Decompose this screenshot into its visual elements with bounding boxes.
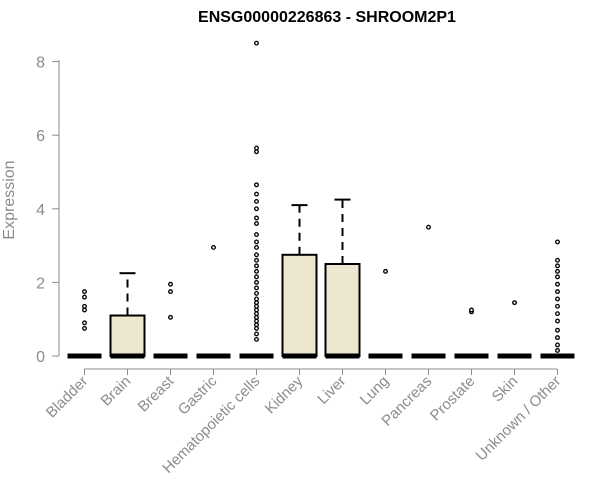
outlier-point: [383, 268, 388, 274]
y-tick-label: 6: [36, 128, 45, 145]
outlier-point: [555, 348, 560, 353]
box-group: [239, 40, 274, 359]
outlier-point: [555, 274, 560, 280]
outlier-point: [254, 336, 259, 342]
y-tick-label: 0: [36, 349, 45, 366]
x-tick-label: Skin: [489, 373, 522, 406]
outlier-point: [211, 244, 216, 250]
x-tick-label: Bladder: [43, 373, 92, 422]
box-group: [497, 300, 532, 359]
outlier-point: [254, 244, 259, 250]
y-axis-label: Expression: [1, 160, 18, 239]
outlier-point: [254, 331, 259, 337]
outlier-point: [82, 294, 87, 300]
outlier-point: [254, 296, 259, 302]
box-group: [324, 198, 361, 359]
outlier-point: [555, 335, 560, 341]
outlier-point: [555, 263, 560, 269]
box-group: [540, 239, 575, 359]
outlier-point: [254, 263, 259, 269]
outlier-point: [82, 320, 87, 326]
x-tick-label: Kidney: [262, 372, 307, 417]
x-tick-label: Breast: [135, 372, 178, 415]
outlier-point: [254, 206, 259, 212]
outlier-point: [555, 311, 560, 317]
outlier-point: [254, 279, 259, 285]
box-group: [411, 224, 446, 359]
outlier-point: [82, 303, 87, 309]
outlier-point: [168, 281, 173, 287]
outlier-point: [82, 325, 87, 331]
outlier-point: [254, 290, 259, 296]
box-group: [196, 244, 231, 359]
outlier-point: [555, 342, 560, 348]
chart-title: ENSG00000226863 - SHROOM2P1: [198, 9, 456, 26]
x-tick-label: Lung: [357, 373, 393, 409]
outlier-point: [254, 232, 259, 238]
x-tick-label: Brain: [98, 373, 135, 410]
outlier-point: [254, 215, 259, 221]
outlier-point: [254, 252, 259, 258]
outlier-point: [254, 239, 259, 245]
box: [281, 253, 318, 357]
box-group: [153, 281, 188, 359]
x-tick-label: Liver: [314, 373, 349, 408]
outlier-point: [168, 289, 173, 295]
outlier-point: [254, 198, 259, 204]
outlier-point: [555, 303, 560, 309]
outlier-point: [254, 274, 259, 280]
outlier-point: [254, 40, 259, 46]
y-ticks: 0 2 4 6 8: [36, 55, 59, 366]
outlier-point: [168, 314, 173, 320]
x-tick-label: Prostate: [427, 373, 479, 425]
outlier-point: [254, 191, 259, 197]
outlier-point: [555, 239, 560, 245]
box-group: [109, 272, 146, 359]
box-group: [368, 268, 403, 359]
outlier-point: [254, 268, 259, 274]
outlier-point: [555, 289, 560, 295]
outlier-point: [469, 307, 474, 313]
outlier-point: [254, 182, 259, 188]
outlier-point: [555, 257, 560, 263]
outlier-point: [555, 318, 560, 324]
outlier-point: [555, 268, 560, 274]
outlier-point: [555, 281, 560, 287]
outlier-point: [254, 285, 259, 291]
box: [109, 314, 146, 357]
box-group: [281, 204, 318, 359]
y-tick-label: 4: [36, 202, 45, 219]
box: [324, 263, 361, 357]
outlier-point: [254, 221, 259, 226]
outlier-point: [254, 257, 259, 263]
y-tick-label: 2: [36, 275, 45, 292]
outlier-point: [555, 327, 560, 333]
outlier-point: [254, 145, 259, 151]
y-tick-label: 8: [36, 55, 45, 72]
outlier-point: [426, 224, 431, 230]
boxes: [67, 40, 575, 359]
outlier-point: [82, 289, 87, 295]
outlier-point: [555, 296, 560, 302]
outlier-point: [512, 300, 517, 306]
box-group: [454, 307, 489, 359]
box-group: [67, 289, 102, 359]
